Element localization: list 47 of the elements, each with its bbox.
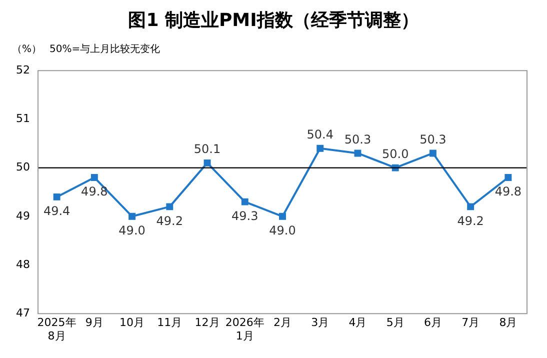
x-tick-label: 11月 bbox=[157, 316, 182, 330]
data-label: 49.0 bbox=[269, 224, 296, 238]
point bbox=[241, 198, 248, 206]
point bbox=[467, 203, 474, 210]
text: 50%=与上月比较无变化 bbox=[50, 42, 160, 56]
x-tick-label: 3月 bbox=[311, 316, 330, 330]
point bbox=[53, 193, 60, 200]
point bbox=[90, 174, 98, 181]
data-label: 50.0 bbox=[382, 146, 409, 161]
y-axis-title: （%） bbox=[12, 43, 42, 56]
data-label: 49.8 bbox=[81, 184, 108, 199]
x-tick-label: 8月 bbox=[499, 316, 518, 330]
point bbox=[429, 150, 436, 157]
x-tick-label: 2025年 8月 bbox=[37, 316, 76, 342]
point bbox=[204, 159, 211, 166]
x-tick-label: 5月 bbox=[386, 316, 404, 330]
data-label: 50.1 bbox=[194, 142, 221, 156]
x-tick-label: 9月 bbox=[85, 316, 104, 330]
data-label: 49.8 bbox=[494, 184, 522, 199]
data-label: 50.3 bbox=[420, 132, 446, 146]
point bbox=[354, 150, 362, 157]
y-tick-label: 50 bbox=[16, 160, 30, 174]
point bbox=[166, 203, 174, 210]
y-tick-label: 51 bbox=[16, 112, 30, 126]
x-tick-label: 7月 bbox=[462, 316, 480, 330]
chart-title: 图1 制造业PMI指数（经季节调整） bbox=[127, 9, 420, 32]
y-tick-label: 47 bbox=[16, 306, 30, 320]
point bbox=[279, 212, 286, 220]
x-tick-label: 12月 bbox=[194, 316, 220, 330]
data-label: 50.4 bbox=[306, 127, 334, 142]
x-tick-label: 10月 bbox=[120, 316, 145, 330]
x-tick-label: 6月 bbox=[424, 316, 442, 330]
data-label: 49.2 bbox=[156, 214, 184, 228]
data-label: 49.0 bbox=[118, 224, 146, 238]
y-tick-label: 49 bbox=[16, 209, 30, 222]
point bbox=[504, 174, 512, 181]
x-tick-label: 2026年 1月 bbox=[225, 316, 264, 342]
data-label: 49.3 bbox=[232, 208, 258, 223]
y-tick-label: 48 bbox=[16, 258, 30, 271]
point bbox=[316, 144, 324, 152]
x-tick-label: 2月 bbox=[274, 316, 292, 330]
x-tick-label: 4月 bbox=[348, 316, 367, 330]
y-tick-label: 52 bbox=[16, 63, 30, 76]
data-label: 50.3 bbox=[344, 132, 372, 146]
data-label: 49.2 bbox=[457, 214, 484, 228]
data-label: 49.4 bbox=[43, 204, 70, 218]
point bbox=[128, 212, 136, 220]
